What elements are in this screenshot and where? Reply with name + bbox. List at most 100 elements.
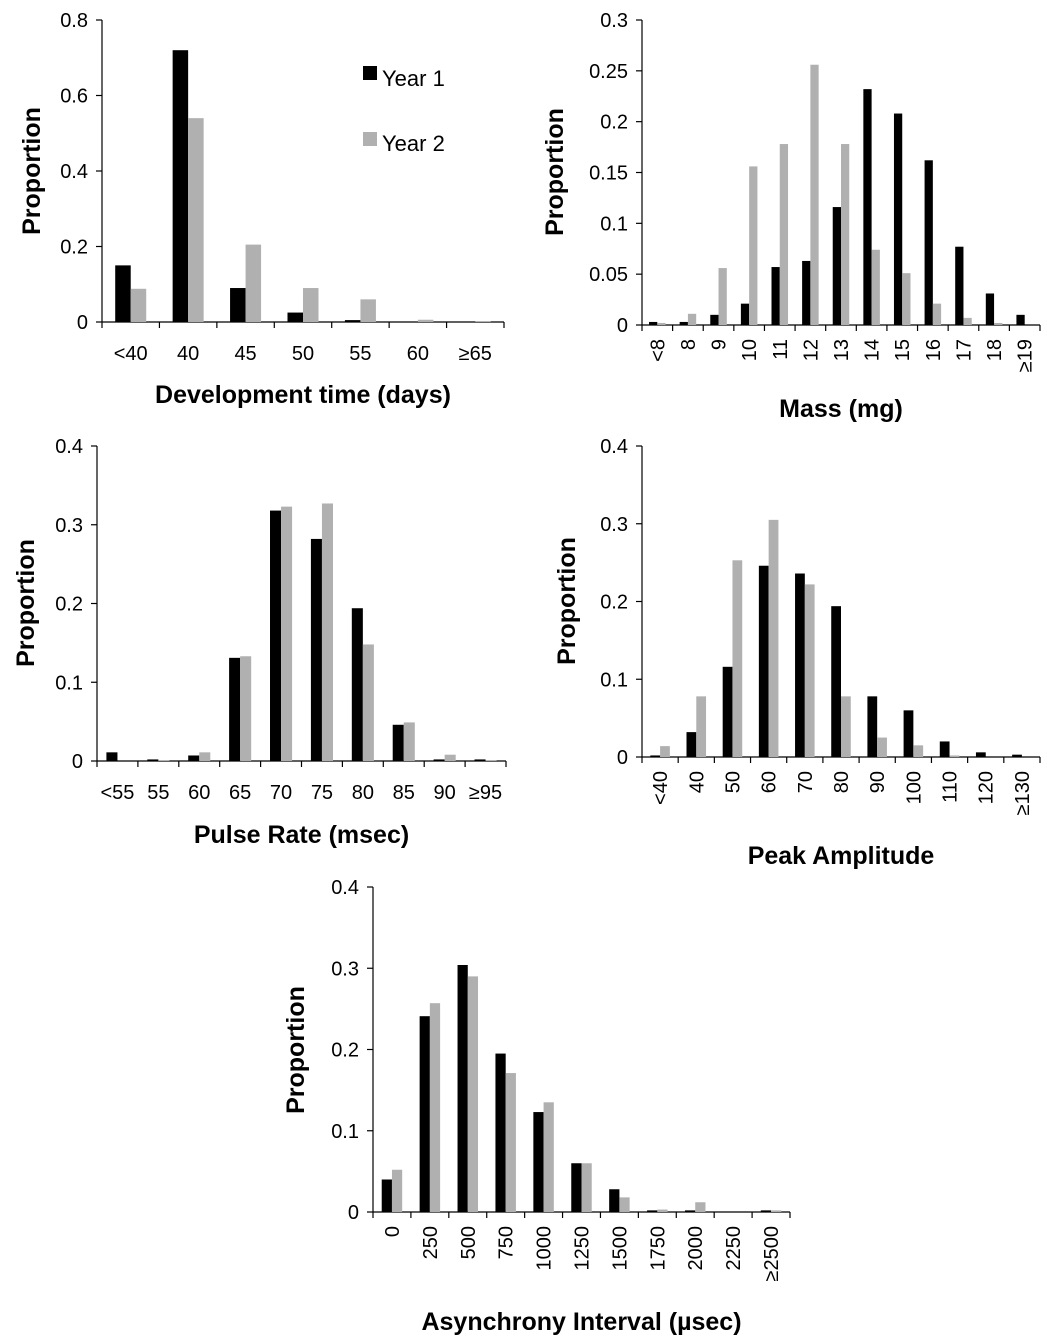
bar-year1-0 xyxy=(115,265,131,322)
x-tick-label: 0 xyxy=(382,1226,404,1237)
y-tick-label: 0.3 xyxy=(600,10,628,32)
y-tick-label: 0.15 xyxy=(589,163,628,185)
bar-year2-0 xyxy=(657,322,666,325)
x-tick-label: 60 xyxy=(759,771,781,793)
x-tick-label: 250 xyxy=(420,1226,442,1259)
bar-year1-4 xyxy=(533,1112,544,1212)
x-tick-label: <8 xyxy=(647,339,669,362)
bar-year1-7 xyxy=(392,724,404,761)
y-tick-label: 0.3 xyxy=(600,514,628,536)
bar-year2-8 xyxy=(949,755,960,757)
bar-year1-5 xyxy=(310,538,322,761)
bar-year1-1 xyxy=(679,321,688,325)
bar-year1-7 xyxy=(863,89,872,325)
x-tick-label: 60 xyxy=(407,343,429,365)
bar-year2-3 xyxy=(749,166,758,325)
chart-development-time: 0 0.2 0.4 0.6 0.8 <40 40 45 50 55 60 ≥65 Development… xyxy=(18,10,505,409)
bar-year2-3 xyxy=(505,1073,516,1212)
chart-asynchrony-interval: 0 0.1 0.2 0.3 0.4 0 250 500 750 1000 1250 1500 1750 2… xyxy=(282,877,791,1336)
bar-year1-0 xyxy=(650,755,661,757)
x-tick-label: 16 xyxy=(923,339,945,361)
bar-year2-5 xyxy=(810,64,819,325)
y-axis-title: Proportion xyxy=(18,107,46,235)
x-tick-label: ≥95 xyxy=(469,782,502,804)
bar-year1-5 xyxy=(802,260,811,325)
x-tick-label: 75 xyxy=(311,782,333,804)
x-tick-label: 14 xyxy=(862,339,884,361)
x-tick-label: ≥130 xyxy=(1012,771,1034,815)
x-tick-label: 8 xyxy=(678,339,700,350)
bar-year2-5 xyxy=(581,1163,592,1212)
bar-year1-5 xyxy=(831,606,841,757)
x-axis-title: Pulse Rate (msec) xyxy=(194,821,409,849)
bar-year1-7 xyxy=(647,1210,658,1212)
x-tick-label: 750 xyxy=(496,1226,518,1259)
y-tick-label: 0.4 xyxy=(331,877,359,899)
y-axis-title: Proportion xyxy=(282,986,310,1114)
bar-year1-2 xyxy=(230,288,246,322)
bar-year1-10 xyxy=(760,1210,772,1212)
bar-year2-6 xyxy=(877,737,887,757)
x-tick-label: 60 xyxy=(188,782,210,804)
y-tick-label: 0.2 xyxy=(55,594,83,616)
bar-year2-7 xyxy=(871,249,880,325)
bar-year2-1 xyxy=(429,1003,441,1212)
bar-year2-2 xyxy=(467,976,479,1212)
bar-year2-10 xyxy=(771,1210,782,1212)
bar-year1-4 xyxy=(771,267,780,325)
y-tick-label: 0.1 xyxy=(55,672,83,694)
bar-year1-10 xyxy=(1012,754,1022,757)
bar-year2-5 xyxy=(321,503,333,761)
x-tick-label: ≥2500 xyxy=(761,1226,783,1281)
bar-year1-3 xyxy=(229,657,241,761)
legend-swatch-year1 xyxy=(363,66,377,80)
bar-year1-9 xyxy=(474,759,486,761)
bar-year1-9 xyxy=(975,752,986,757)
bar-year1-12 xyxy=(1016,314,1025,325)
bar-year1-2 xyxy=(722,666,733,757)
x-tick-label: 45 xyxy=(234,343,256,365)
x-tick-label: 55 xyxy=(349,343,371,365)
bar-year1-0 xyxy=(381,1179,392,1212)
bar-year2-3 xyxy=(240,656,252,761)
bar-year2-1 xyxy=(696,696,707,757)
y-tick-label: 0.1 xyxy=(331,1121,359,1143)
x-tick-label: 50 xyxy=(722,771,744,793)
y-tick-label: 0 xyxy=(617,315,628,337)
bar-year1-8 xyxy=(684,1210,696,1212)
bar-year2-4 xyxy=(360,299,376,322)
x-tick-label: 1750 xyxy=(647,1226,669,1271)
bar-year2-8 xyxy=(902,273,911,325)
bar-year2-6 xyxy=(841,144,850,325)
bar-year1-3 xyxy=(740,303,750,325)
chart-mass: 0 0.05 0.1 0.15 0.2 0.25 0.3 <8 8 9 10 11 12 13 14 15 16… xyxy=(541,10,1041,423)
bar-year2-0 xyxy=(130,288,147,322)
y-tick-label: 0.2 xyxy=(331,1040,359,1062)
bar-year1-11 xyxy=(985,293,995,325)
x-tick-label: 40 xyxy=(686,771,708,793)
y-tick-label: 0.6 xyxy=(60,86,88,108)
x-tick-label: 500 xyxy=(458,1226,480,1259)
x-tick-label: 65 xyxy=(229,782,251,804)
bar-year2-11 xyxy=(994,322,1003,325)
x-tick-label: 40 xyxy=(177,343,199,365)
y-tick-label: 0.4 xyxy=(600,436,628,458)
bar-year2-5 xyxy=(417,319,434,322)
bar-year2-1 xyxy=(687,313,697,325)
bar-year1-10 xyxy=(955,246,964,325)
bar-year1-4 xyxy=(795,573,805,757)
x-tick-label: 2000 xyxy=(685,1226,707,1271)
y-tick-label: 0.25 xyxy=(589,61,628,83)
bar-year2-2 xyxy=(732,560,743,757)
x-tick-label: 15 xyxy=(892,339,914,361)
y-tick-label: 0 xyxy=(77,312,88,334)
x-tick-label: 50 xyxy=(292,343,314,365)
x-tick-label: 80 xyxy=(352,782,374,804)
y-tick-label: 0.3 xyxy=(331,958,359,980)
bar-year1-6 xyxy=(867,696,878,757)
y-tick-label: 0.2 xyxy=(600,592,628,614)
x-tick-label: ≥65 xyxy=(459,343,492,365)
bar-year2-4 xyxy=(281,506,293,761)
bar-year1-1 xyxy=(419,1016,430,1212)
bar-year2-2 xyxy=(245,244,262,322)
